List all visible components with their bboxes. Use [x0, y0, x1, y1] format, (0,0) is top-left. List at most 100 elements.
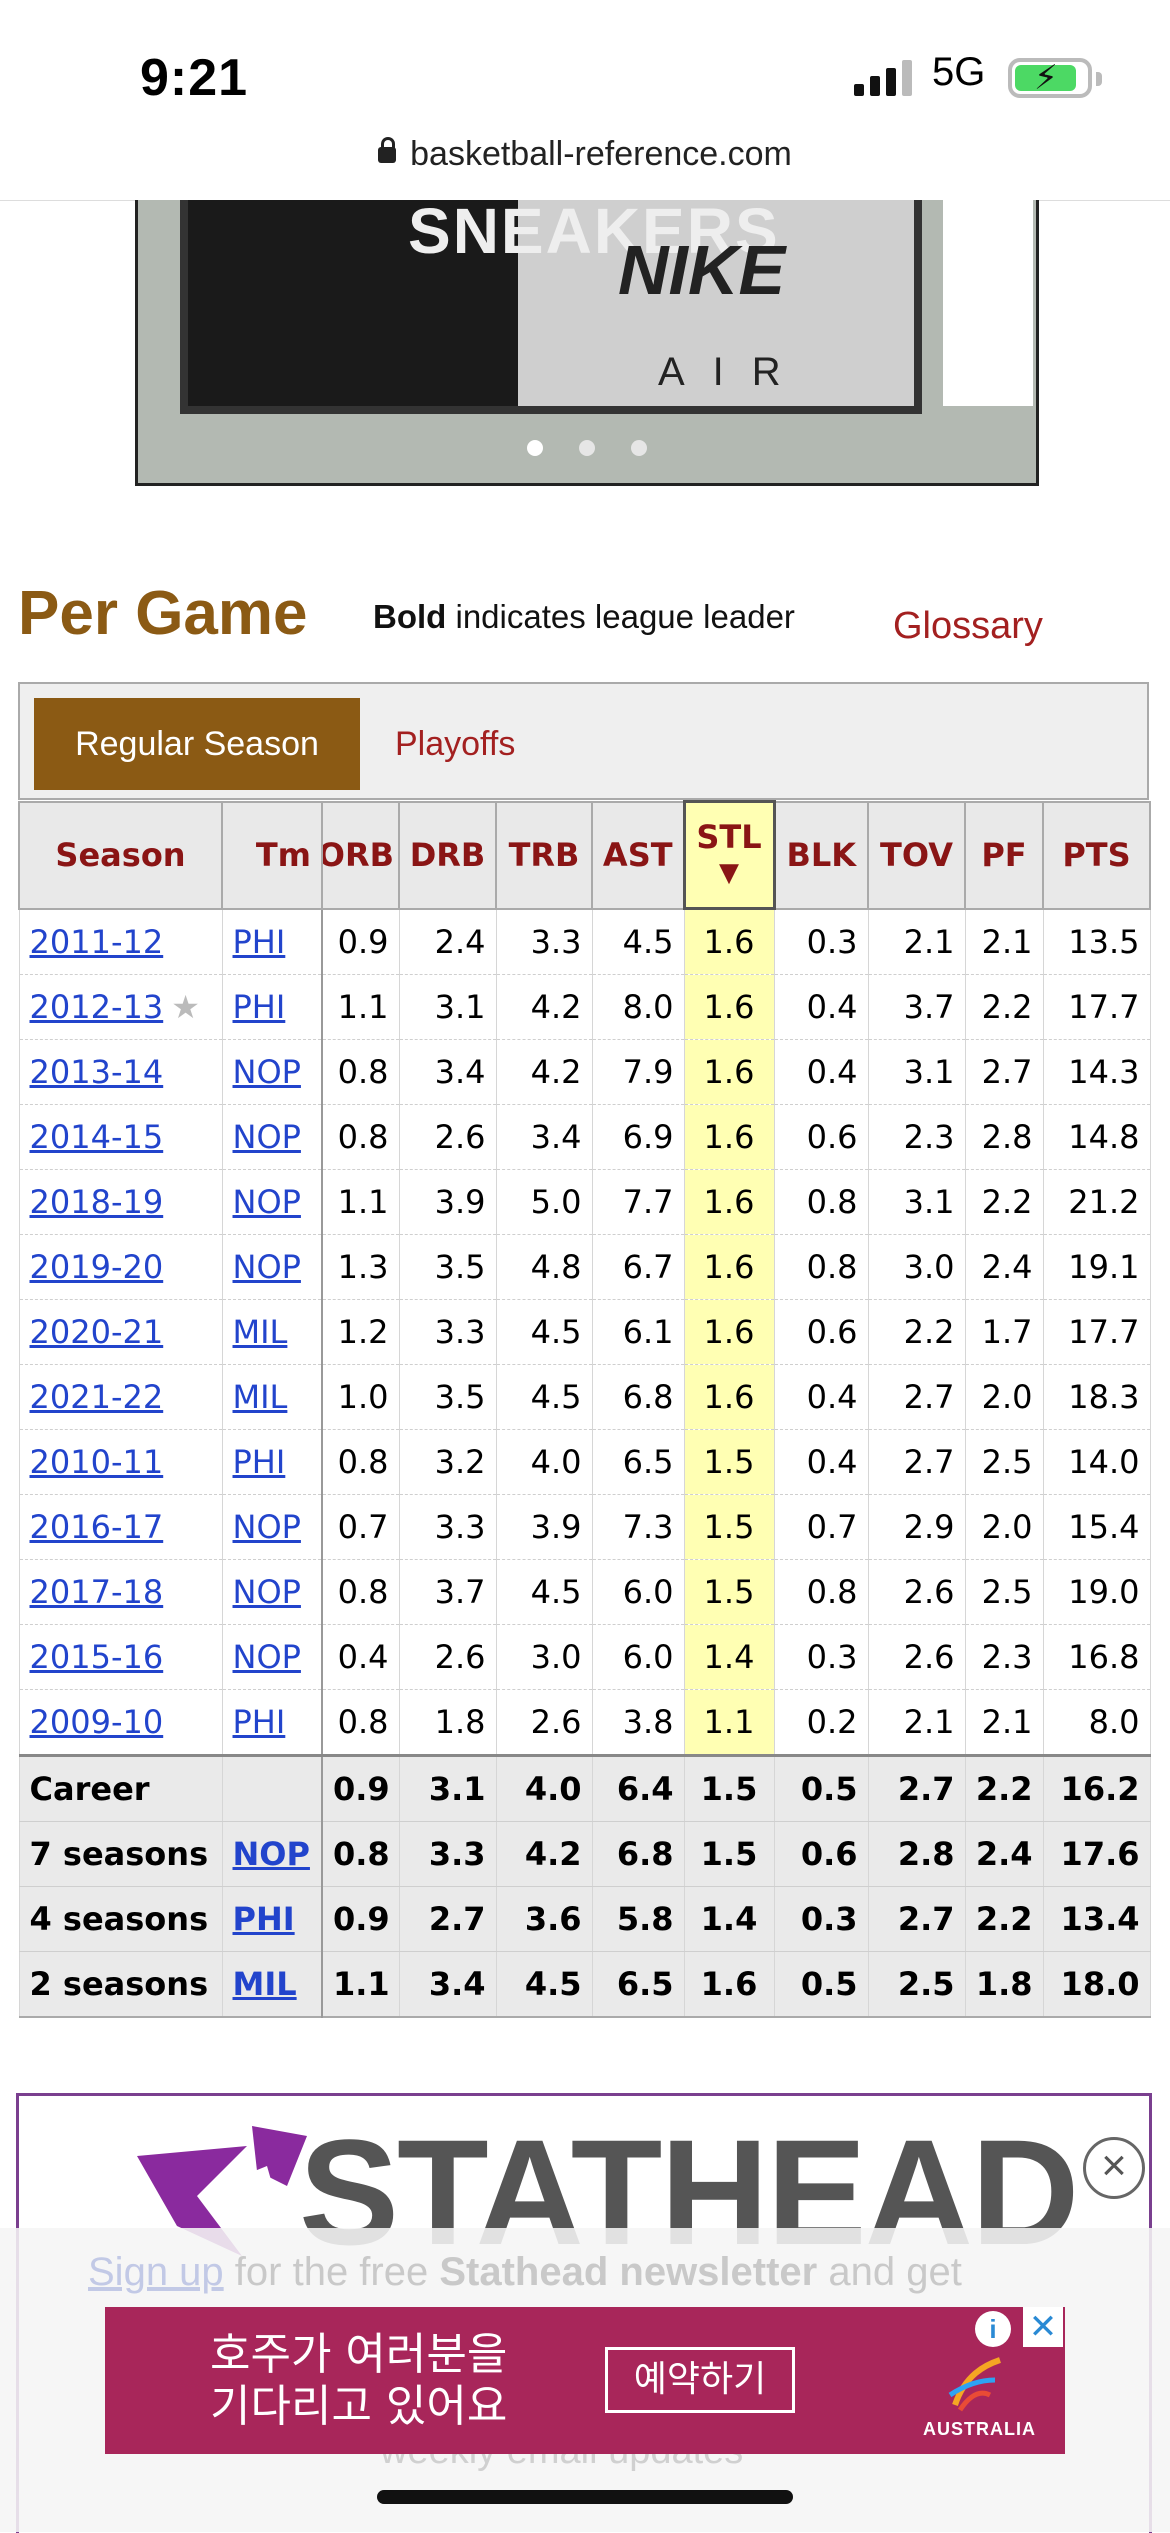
footer-team-link[interactable]: NOP	[232, 1835, 310, 1873]
season-link[interactable]: 2013-14	[29, 1053, 164, 1091]
stat-tov: 2.7	[867, 1364, 966, 1430]
tab-playoffs[interactable]: Playoffs	[395, 725, 516, 763]
footer-stat-pf: 2.2	[964, 1754, 1044, 1822]
stat-pts: 16.8	[1042, 1624, 1151, 1690]
col-header-ast[interactable]: AST	[591, 800, 685, 910]
stat-trb: 4.2	[495, 1039, 593, 1105]
stat-trb: 3.4	[495, 1104, 593, 1170]
season-link[interactable]: 2017-18	[29, 1573, 164, 1611]
stat-tov: 2.6	[867, 1559, 966, 1625]
team-link[interactable]: MIL	[232, 1378, 288, 1416]
stat-pts: 14.8	[1042, 1104, 1151, 1170]
team-link[interactable]: NOP	[232, 1508, 301, 1546]
season-link[interactable]: 2018-19	[29, 1183, 164, 1221]
footer-team-link[interactable]: PHI	[232, 1900, 295, 1938]
col-header-season[interactable]: Season	[18, 800, 223, 910]
season-link[interactable]: 2010-11	[29, 1443, 164, 1481]
ad-slide-image[interactable]: SNEAKERS NIKE AIR	[180, 200, 922, 414]
stat-ast: 6.7	[591, 1234, 685, 1300]
season-link[interactable]: 2011-12	[29, 922, 164, 961]
col-header-drb[interactable]: DRB	[398, 800, 497, 910]
stat-pts: 17.7	[1042, 974, 1151, 1040]
stat-ast: 7.9	[591, 1039, 685, 1105]
stat-orb: 1.1	[321, 1169, 400, 1235]
ad-info-icon[interactable]: i	[975, 2311, 1011, 2347]
season-link[interactable]: 2009-10	[29, 1703, 164, 1741]
footer-team-cell: PHI	[221, 1886, 323, 1952]
team-link[interactable]: NOP	[232, 1248, 301, 1286]
stat-blk: 0.6	[773, 1104, 869, 1170]
col-header-pts[interactable]: PTS	[1042, 800, 1151, 910]
stat-pts: 13.5	[1042, 908, 1151, 975]
col-header-tm[interactable]: Tm	[221, 800, 323, 910]
signup-link[interactable]: Sign up	[88, 2250, 224, 2294]
season-cell: 2012-13 ★	[18, 974, 223, 1040]
footer-stat-pts: 16.2	[1042, 1754, 1151, 1822]
col-header-tov[interactable]: TOV	[867, 800, 966, 910]
stat-orb: 1.3	[321, 1234, 400, 1300]
team-link[interactable]: PHI	[232, 922, 286, 961]
stat-tov: 3.1	[867, 1169, 966, 1235]
signal-icon	[854, 60, 912, 96]
team-cell: PHI	[221, 1429, 323, 1495]
carousel-dot[interactable]	[527, 440, 543, 456]
season-link[interactable]: 2021-22	[29, 1378, 164, 1416]
team-link[interactable]: NOP	[232, 1118, 301, 1156]
stat-trb: 4.0	[495, 1429, 593, 1495]
australia-tourism-ad[interactable]: 호주가 여러분을 기다리고 있어요 예약하기 AUSTRALIA i ✕	[105, 2307, 1065, 2454]
footer-team-link[interactable]: MIL	[232, 1965, 297, 2003]
col-header-blk[interactable]: BLK	[773, 800, 869, 910]
carousel-dot[interactable]	[631, 440, 647, 456]
season-link[interactable]: 2020-21	[29, 1313, 164, 1351]
season-link[interactable]: 2014-15	[29, 1118, 164, 1156]
glossary-link[interactable]: Glossary	[893, 605, 1043, 647]
kangaroo-logo-icon	[948, 2357, 1001, 2412]
season-link[interactable]: 2019-20	[29, 1248, 164, 1286]
ad-next-slide-peek[interactable]	[943, 200, 1033, 406]
team-cell: PHI	[221, 974, 323, 1040]
team-link[interactable]: PHI	[232, 988, 286, 1026]
team-link[interactable]: NOP	[232, 1183, 301, 1221]
close-icon[interactable]: ×	[1083, 2137, 1145, 2199]
team-link[interactable]: MIL	[232, 1313, 288, 1351]
stat-orb: 0.8	[321, 1689, 400, 1756]
team-link[interactable]: NOP	[232, 1638, 301, 1676]
team-link[interactable]: PHI	[232, 1703, 286, 1741]
footer-stat-trb: 3.6	[495, 1886, 593, 1952]
table-row: 2016-17 NOP 0.7 3.3 3.9 7.3 1.5 0.7 2.9 2.0 15.4	[18, 1494, 1151, 1560]
season-cell: 2019-20	[18, 1234, 223, 1300]
season-cell: 2013-14	[18, 1039, 223, 1105]
footer-team-cell: MIL	[221, 1951, 323, 2018]
team-link[interactable]: PHI	[232, 1443, 286, 1481]
team-link[interactable]: NOP	[232, 1573, 301, 1611]
stat-pf: 2.2	[964, 974, 1044, 1040]
stat-trb: 3.0	[495, 1624, 593, 1690]
footer-stat-blk: 0.5	[773, 1951, 869, 2018]
stat-ast: 6.8	[591, 1364, 685, 1430]
home-indicator[interactable]	[377, 2490, 793, 2504]
stat-trb: 4.5	[495, 1364, 593, 1430]
stat-tov: 2.6	[867, 1624, 966, 1690]
col-header-pf[interactable]: PF	[964, 800, 1044, 910]
col-header-stl[interactable]: STL ▼	[682, 800, 776, 910]
clock: 9:21	[140, 49, 249, 107]
stat-ast: 3.8	[591, 1689, 685, 1756]
col-header-trb[interactable]: TRB	[495, 800, 593, 910]
ad-close-icon[interactable]: ✕	[1023, 2307, 1063, 2347]
sneaker-ad-carousel[interactable]: SNEAKERS NIKE AIR	[135, 200, 1039, 486]
url-bar[interactable]: basketball-reference.com	[0, 135, 1170, 203]
col-header-orb[interactable]: ORB	[321, 800, 400, 910]
signup-bold: Stathead newsletter	[439, 2250, 818, 2294]
footer-team-cell	[221, 1754, 323, 1822]
team-link[interactable]: NOP	[232, 1053, 301, 1091]
season-link[interactable]: 2012-13	[29, 988, 164, 1026]
ad-cta-button[interactable]: 예약하기	[605, 2347, 795, 2413]
season-link[interactable]: 2015-16	[29, 1638, 164, 1676]
tab-regular-season[interactable]: Regular Season	[34, 698, 360, 790]
stat-drb: 2.4	[398, 908, 497, 975]
table-row: 2009-10 PHI 0.8 1.8 2.6 3.8 1.1 0.2 2.1 2.1 8.0	[18, 1689, 1151, 1756]
season-link[interactable]: 2016-17	[29, 1508, 164, 1546]
stat-trb: 4.5	[495, 1299, 593, 1365]
carousel-dot[interactable]	[579, 440, 595, 456]
footer-label: 7 seasons	[18, 1821, 223, 1887]
